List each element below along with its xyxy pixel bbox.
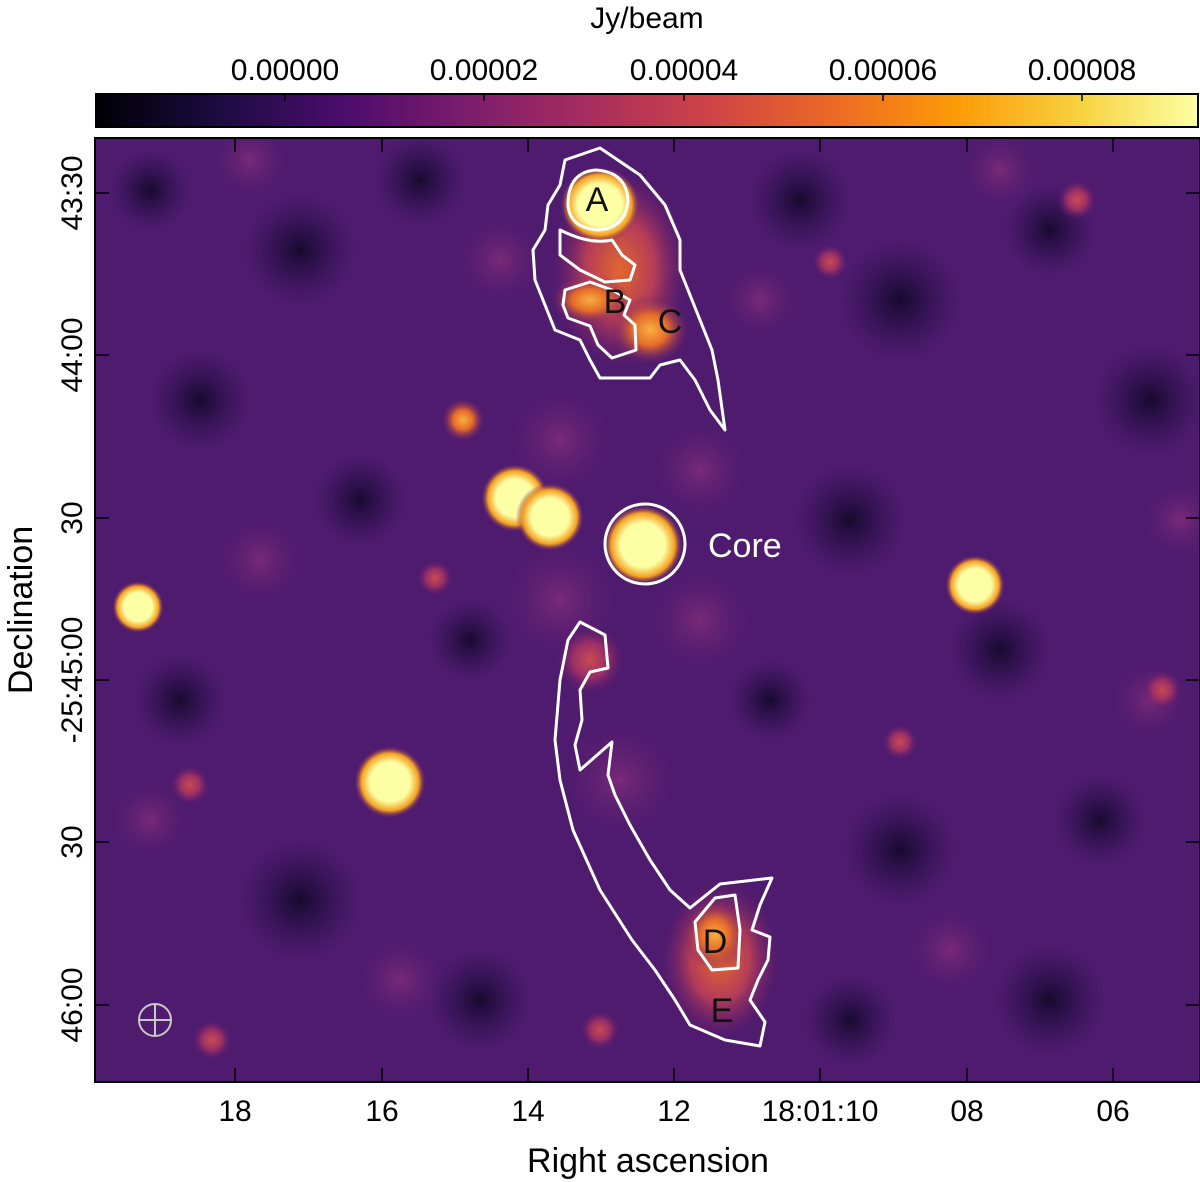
colorbar-tick-label: 0.00000 xyxy=(231,54,339,87)
y-tick-label: 46:00 xyxy=(56,967,89,1042)
region-label-C: C xyxy=(658,303,683,341)
y-tick-labels: 43:30 44:00 30 -25:45:00 30 46:00 xyxy=(56,155,89,1042)
x-tick-label: 18 xyxy=(218,1095,251,1128)
colorbar-ticks xyxy=(284,94,1083,101)
colorbar-tick-label: 0.00008 xyxy=(1028,54,1136,87)
x-tick-label: 08 xyxy=(950,1095,983,1128)
northern-lobe-contour xyxy=(531,146,727,432)
x-tick-label: 12 xyxy=(657,1095,690,1128)
colorbar xyxy=(95,93,1199,128)
region-label-B: B xyxy=(604,283,627,321)
region-label-core: Core xyxy=(708,527,782,565)
axis-ticks xyxy=(95,138,1200,1082)
region-label-A: A xyxy=(586,181,609,219)
contour-A xyxy=(566,168,630,232)
y-tick-label: 30 xyxy=(56,825,89,858)
core-circle xyxy=(603,502,687,586)
contour-D xyxy=(693,893,742,972)
y-axis-label: Declination xyxy=(2,526,40,694)
x-tick-labels: 18 16 14 12 18:01:10 08 06 xyxy=(218,1095,1129,1128)
x-tick-label: 14 xyxy=(511,1095,544,1128)
colorbar-title: Jy/beam xyxy=(590,2,703,35)
region-label-E: E xyxy=(711,992,734,1030)
contour-B xyxy=(561,280,638,360)
colorbar-tick-labels: 0.00000 0.00002 0.00004 0.00006 0.00008 xyxy=(231,54,1136,87)
y-tick-label: 44:00 xyxy=(56,317,89,392)
x-tick-label: 18:01:10 xyxy=(762,1095,879,1128)
colorbar-tick-label: 0.00004 xyxy=(630,54,738,87)
beam-icon xyxy=(138,1003,172,1037)
southern-lobe-contour xyxy=(553,620,774,1048)
background-noise xyxy=(110,138,1200,1065)
region-label-D: D xyxy=(703,923,728,961)
y-tick-label: -25:45:00 xyxy=(56,617,89,744)
x-axis-label: Right ascension xyxy=(527,1142,769,1180)
colorbar-tick-label: 0.00006 xyxy=(829,54,937,87)
x-tick-label: 16 xyxy=(365,1095,398,1128)
image-frame xyxy=(94,137,1200,1083)
y-tick-label: 30 xyxy=(56,501,89,534)
contour-mid-north xyxy=(558,228,637,284)
radio-map: A B C D E Core xyxy=(95,138,1200,1082)
colorbar-tick-label: 0.00002 xyxy=(430,54,538,87)
contours xyxy=(531,146,774,1048)
y-tick-label: 43:30 xyxy=(56,155,89,230)
x-tick-label: 06 xyxy=(1096,1095,1129,1128)
